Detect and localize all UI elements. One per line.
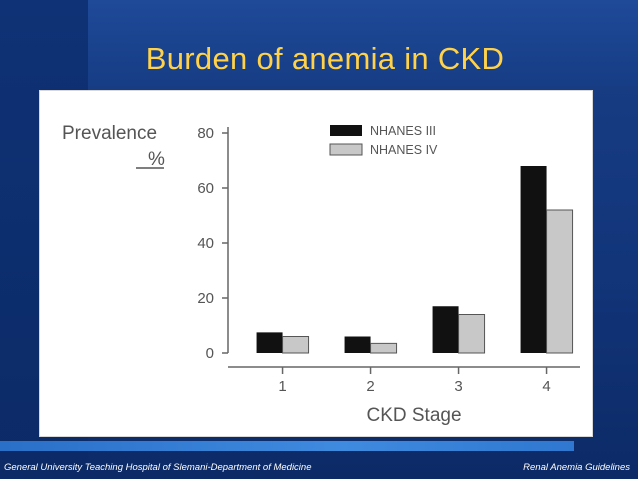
x-tick-label: 3 xyxy=(454,378,462,395)
bar-chart: 0 20 40 60 80 1 2 3 4 CKD Stage Prevalence% NHANES… xyxy=(62,123,580,426)
footer-rule xyxy=(0,441,574,451)
legend-layer: NHANES III NHANES IV xyxy=(329,124,438,157)
x-tick-label: 4 xyxy=(542,378,550,395)
bars-layer xyxy=(256,166,574,354)
slide-title: Burden of anemia in CKD xyxy=(145,41,505,76)
bar-nhanes-iv xyxy=(458,314,486,354)
legend-swatch-nhanes-iv xyxy=(329,143,363,156)
chart-panel: 0 20 40 60 80 1 2 3 4 CKD Stage Prevalence% NHANES… xyxy=(40,91,592,436)
bar-nhanes-iii xyxy=(256,332,283,353)
y-tick-label: 20 xyxy=(197,290,214,307)
x-axis-title: CKD Stage xyxy=(366,405,461,426)
y-tick-label: 40 xyxy=(197,235,214,252)
bar-nhanes-iv xyxy=(546,209,574,354)
y-axis-unit: % xyxy=(148,149,165,170)
y-tick-label: 0 xyxy=(206,345,214,362)
bar-nhanes-iii xyxy=(344,336,371,353)
legend-label-nhanes-iv: NHANES IV xyxy=(370,143,438,157)
axes-layer xyxy=(222,127,580,374)
legend-swatch-nhanes-iii xyxy=(330,125,362,136)
labels-layer: 0 20 40 60 80 1 2 3 4 CKD Stage Prevalence% xyxy=(62,123,551,426)
bar-nhanes-iii xyxy=(432,306,459,353)
y-axis-title: Prevalence xyxy=(62,123,157,144)
y-tick-label: 60 xyxy=(197,180,214,197)
bar-nhanes-iii xyxy=(520,166,547,353)
bar-nhanes-iv xyxy=(282,336,310,354)
footer-institution: General University Teaching Hospital of … xyxy=(4,462,312,473)
slide-header-band xyxy=(88,0,638,86)
y-tick-label: 80 xyxy=(197,125,214,142)
x-tick-label: 1 xyxy=(278,378,286,395)
legend-label-nhanes-iii: NHANES III xyxy=(370,124,436,138)
bar-nhanes-iv xyxy=(370,342,398,354)
x-tick-label: 2 xyxy=(366,378,374,395)
footer-guideline: Renal Anemia Guidelines xyxy=(523,462,630,473)
